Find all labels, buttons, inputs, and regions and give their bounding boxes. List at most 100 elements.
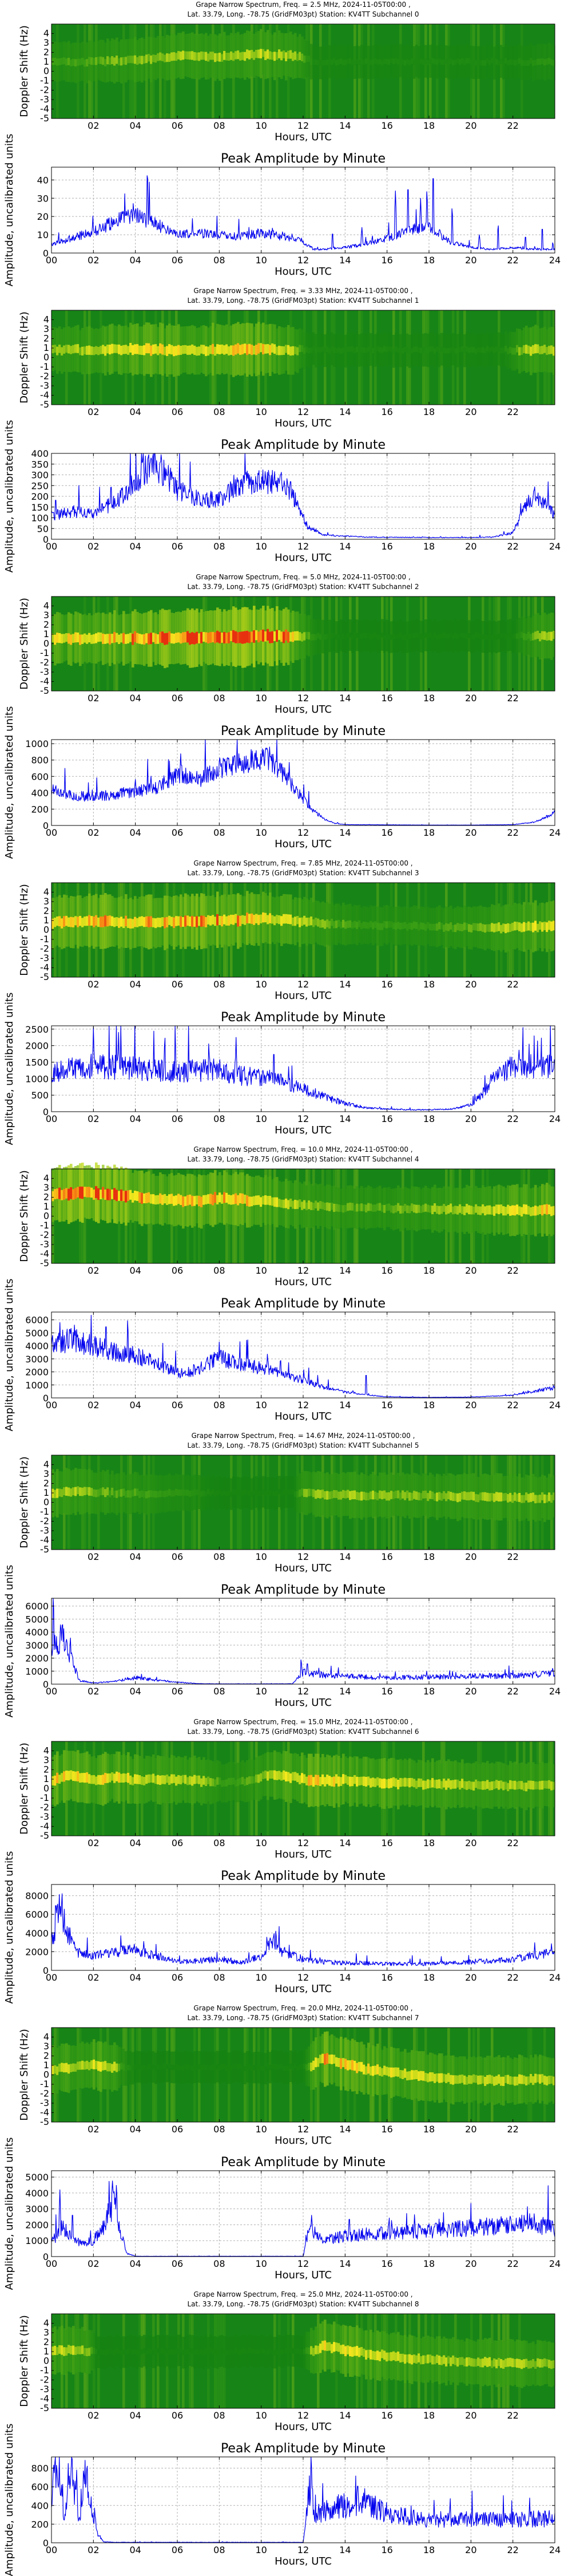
- spectrogram-cell: [216, 914, 219, 926]
- x-tick-label: 08: [213, 1113, 225, 1124]
- x-tick-label: 20: [465, 1400, 476, 1411]
- x-tick-label: 02: [88, 1113, 99, 1124]
- spectrogram-cell: [404, 60, 407, 66]
- spectrogram-cell: [285, 1198, 288, 1208]
- y-axis-label: Amplitude, uncalibrated units: [3, 1851, 15, 2004]
- spectrogram-cell: [447, 923, 450, 931]
- spectrogram-cell: [424, 2073, 427, 2081]
- spectrogram-cell: [379, 1203, 382, 1211]
- spectrogram-cell: [493, 923, 496, 933]
- y-tick-label: 4: [43, 600, 49, 611]
- x-tick-label: 12: [297, 1686, 309, 1697]
- spectrogram-cell: [138, 345, 141, 355]
- spectrogram-cell: [161, 344, 164, 355]
- spectrogram-cell: [491, 58, 494, 64]
- spectrogram-cell: [251, 631, 253, 642]
- spectrogram-cell: [459, 1204, 462, 1213]
- y-tick-label: 4000: [25, 1928, 49, 1939]
- spectrogram-cell: [273, 1197, 276, 1207]
- spectrogram-cell: [452, 60, 455, 66]
- spectrogram-cell: [415, 633, 418, 638]
- spectrogram-cell: [212, 1489, 214, 1495]
- spectrogram-cell: [72, 917, 75, 927]
- spectrogram-cell: [301, 1773, 304, 1783]
- spectrogram-cell: [532, 922, 535, 933]
- spectrogram-cell: [539, 2074, 542, 2084]
- spectrogram-cell: [534, 631, 537, 640]
- spectrogram-cell: [443, 924, 446, 932]
- spectrogram-cell: [287, 1200, 290, 1210]
- spectrogram-cell: [120, 57, 123, 66]
- spectrogram-cell: [498, 2074, 500, 2084]
- spectrogram-cell: [537, 630, 539, 639]
- spectrogram-cell: [376, 634, 379, 640]
- spectrogram-cell: [395, 1491, 398, 1499]
- y-tick-label: -5: [40, 113, 49, 124]
- x-tick-label: 16: [381, 541, 392, 552]
- spectrogram-cell: [388, 346, 391, 351]
- spectrogram-cell: [370, 634, 372, 640]
- spectrogram-cell: [168, 2063, 171, 2069]
- x-tick-label: 12: [297, 827, 309, 838]
- x-tick-label: 14: [339, 406, 351, 417]
- spectrogram-cell: [550, 2076, 553, 2084]
- spectrogram-cell: [395, 2067, 398, 2077]
- spectrogram-cell: [347, 58, 349, 64]
- x-axis-label: Hours, UTC: [275, 131, 332, 143]
- spectrogram-cell: [141, 1490, 144, 1498]
- x-tick-label: 24: [549, 1400, 561, 1411]
- spectrogram-cell: [193, 52, 196, 61]
- spectrogram-cell: [399, 1492, 402, 1500]
- spectrogram-cell: [498, 922, 500, 931]
- spectrogram-cell: [56, 1772, 59, 1783]
- spectrogram-cell: [349, 1491, 352, 1500]
- spectrogram-cell: [152, 918, 155, 927]
- spectrogram-cell: [374, 2065, 377, 2075]
- spectrogram-cell: [253, 915, 256, 925]
- spectrogram-cell: [287, 2065, 290, 2071]
- x-tick-label: 18: [423, 1551, 435, 1562]
- spectrogram-cell: [232, 1194, 235, 1204]
- spectrogram-cell: [315, 59, 317, 65]
- spectrogram-cell: [351, 346, 354, 351]
- x-tick-label: 16: [381, 1838, 392, 1848]
- spectrogram-cell: [273, 631, 276, 641]
- spectrogram-cell: [65, 1771, 68, 1780]
- spectrogram-cell: [235, 1490, 237, 1495]
- x-tick-label: 04: [129, 693, 141, 704]
- spectrogram-cell: [305, 631, 308, 639]
- spectrogram-cell: [72, 1771, 75, 1781]
- y-tick-label: 5000: [25, 1614, 49, 1625]
- y-tick-label: -2: [40, 85, 49, 96]
- y-axis-label: Amplitude, uncalibrated units: [3, 1565, 15, 1718]
- spectrogram-cell: [246, 912, 249, 923]
- spectrogram-subtitle: Lat. 33.79, Long. -78.75 (GridFM03pt) St…: [188, 1728, 419, 1736]
- spectrogram-cell: [216, 1777, 219, 1785]
- spectrogram-cell: [397, 1780, 400, 1789]
- spectrogram-cell: [283, 50, 285, 58]
- spectrogram-cell: [100, 2061, 102, 2072]
- spectrogram-cell: [212, 52, 214, 60]
- spectrogram-cell: [271, 915, 274, 924]
- spectrogram-cell: [530, 346, 533, 356]
- spectrogram-cell: [248, 1776, 251, 1784]
- spectrogram-cell: [379, 1778, 382, 1788]
- spectrogram-cell: [239, 631, 242, 643]
- spectrogram-cell: [120, 1773, 123, 1783]
- y-tick-label: 0: [43, 638, 49, 649]
- spectrogram-cell: [189, 633, 192, 645]
- spectrogram-cell: [372, 922, 375, 930]
- spectrogram-cell: [145, 916, 148, 927]
- spectrogram-cell: [305, 918, 308, 927]
- spectrogram-cell: [136, 1775, 139, 1784]
- spectrogram-cell: [74, 59, 77, 67]
- x-tick-label: 08: [213, 979, 225, 990]
- spectrogram-cell: [77, 1187, 80, 1198]
- y-tick-label: 2000: [25, 1946, 49, 1957]
- spectrogram-cell: [132, 1193, 134, 1203]
- spectrogram-cell: [479, 347, 482, 353]
- x-tick-label: 08: [213, 1400, 225, 1411]
- y-tick-label: 2: [43, 1764, 49, 1775]
- y-tick-label: 6000: [25, 1315, 49, 1326]
- spectrogram-cell: [383, 58, 386, 64]
